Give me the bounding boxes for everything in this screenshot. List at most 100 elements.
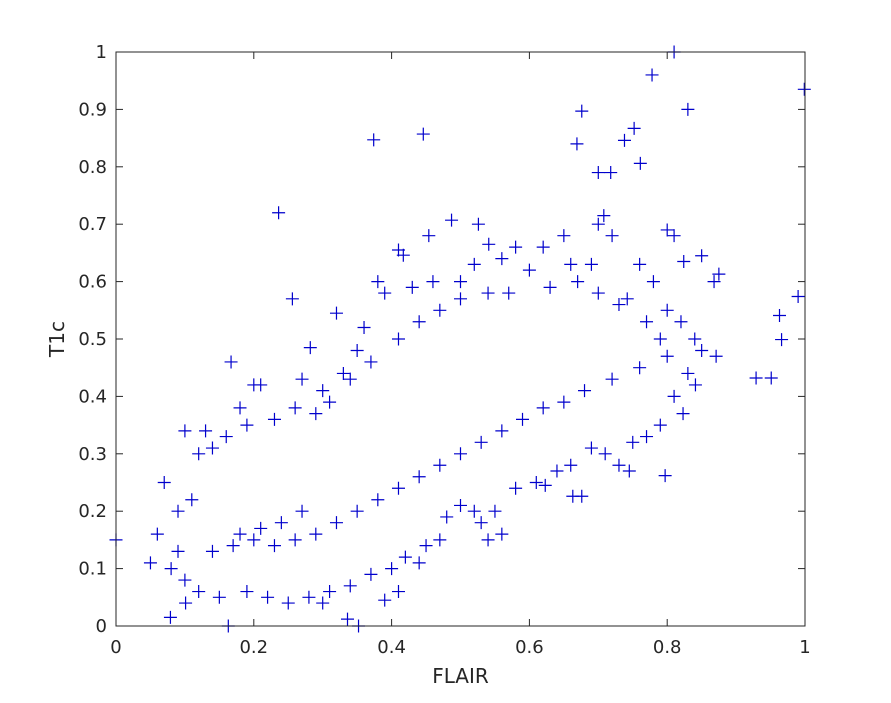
scatter-point: [570, 137, 584, 151]
scatter-point: [571, 275, 585, 289]
scatter-point: [495, 252, 509, 266]
scatter-point: [502, 286, 516, 300]
scatter-point: [350, 504, 364, 518]
scatter-point: [233, 527, 247, 541]
x-tick-label-3: 0.6: [515, 637, 544, 658]
scatter-point: [591, 217, 605, 231]
scatter-point: [285, 292, 299, 306]
scatter-point: [323, 395, 337, 409]
scatter-point: [749, 371, 763, 385]
scatter-point: [329, 516, 343, 530]
scatter-point: [481, 533, 495, 547]
scatter-point: [791, 290, 805, 304]
scatter-point: [440, 510, 454, 524]
x-axis-title: FLAIR: [432, 664, 489, 688]
scatter-point: [316, 596, 330, 610]
scatter-point: [653, 418, 667, 432]
scatter-point: [426, 275, 440, 289]
scatter-point: [419, 539, 433, 553]
scatter-point: [323, 585, 337, 599]
scatter-point: [712, 267, 726, 281]
scatter-point: [433, 458, 447, 472]
scatter-point: [185, 493, 199, 507]
scatter-point: [288, 401, 302, 415]
scatter-point: [640, 315, 654, 329]
scatter-point: [495, 527, 509, 541]
y-tick-label-6: 0.6: [78, 272, 107, 293]
scatter-point: [281, 596, 295, 610]
scatter-point: [178, 424, 192, 438]
scatter-point: [364, 567, 378, 581]
scatter-point: [405, 280, 419, 294]
scatter-point: [509, 481, 523, 495]
scatter-point: [433, 533, 447, 547]
scatter-point: [550, 464, 564, 478]
scatter-point: [646, 275, 660, 289]
scatter-point: [564, 458, 578, 472]
markers-layer: [109, 45, 811, 633]
scatter-point: [396, 248, 410, 262]
scatter-point: [171, 504, 185, 518]
scatter-point: [633, 156, 647, 170]
scatter-point: [509, 240, 523, 254]
scatter-point: [660, 349, 674, 363]
scatter-point: [371, 275, 385, 289]
axes-box: [115, 51, 806, 627]
scatter-point: [633, 257, 647, 271]
scatter-point: [378, 286, 392, 300]
scatter-point: [543, 280, 557, 294]
scatter-point: [467, 257, 481, 271]
scatter-point: [709, 349, 723, 363]
y-axis-title: T1c: [45, 321, 69, 358]
scatter-point: [272, 206, 286, 220]
scatter-point: [179, 596, 193, 610]
scatter-point: [597, 209, 611, 223]
scatter-point: [150, 527, 164, 541]
scatter-point: [627, 121, 641, 135]
scatter-point: [350, 343, 364, 357]
scatter-point: [391, 481, 405, 495]
scatter-point: [605, 229, 619, 243]
scatter-point: [267, 412, 281, 426]
scatter-point: [274, 516, 288, 530]
y-tick-label-9: 0.9: [78, 99, 107, 120]
scatter-point: [536, 240, 550, 254]
y-tick-label-7: 0.7: [78, 214, 107, 235]
scatter-point: [143, 556, 157, 570]
scatter-point: [471, 217, 485, 231]
scatter-point: [591, 166, 605, 180]
scatter-point: [557, 229, 571, 243]
scatter-point: [378, 593, 392, 607]
scatter-point: [474, 516, 488, 530]
x-tick-label-2: 0.4: [377, 637, 406, 658]
scatter-point: [309, 407, 323, 421]
y-tick-label-5: 0.5: [78, 329, 107, 350]
scatter-point: [775, 333, 789, 347]
scatter-point: [416, 127, 430, 141]
scatter-point: [667, 389, 681, 403]
scatter-point: [192, 447, 206, 461]
scatter-point: [797, 82, 811, 96]
scatter-point: [688, 378, 702, 392]
scatter-point: [412, 556, 426, 570]
scatter-point: [454, 275, 467, 289]
scatter-point: [584, 441, 598, 455]
scatter-point: [329, 306, 343, 320]
scatter-point: [341, 612, 355, 626]
scatter-point: [645, 68, 659, 82]
y-tick-label-1: 0.1: [78, 559, 107, 580]
scatter-point: [199, 424, 213, 438]
scatter-point: [640, 430, 654, 444]
scatter-point: [620, 292, 634, 306]
scatter-point: [516, 412, 530, 426]
scatter-point: [605, 372, 619, 386]
scatter-point: [626, 435, 640, 449]
scatter-point: [205, 441, 219, 455]
scatter-point: [474, 435, 488, 449]
scatter-point: [445, 213, 459, 227]
scatter-point: [529, 476, 543, 489]
scatter-point: [157, 476, 171, 489]
scatter-point: [422, 229, 436, 243]
scatter-point: [695, 343, 709, 357]
scatter-point: [224, 355, 238, 369]
